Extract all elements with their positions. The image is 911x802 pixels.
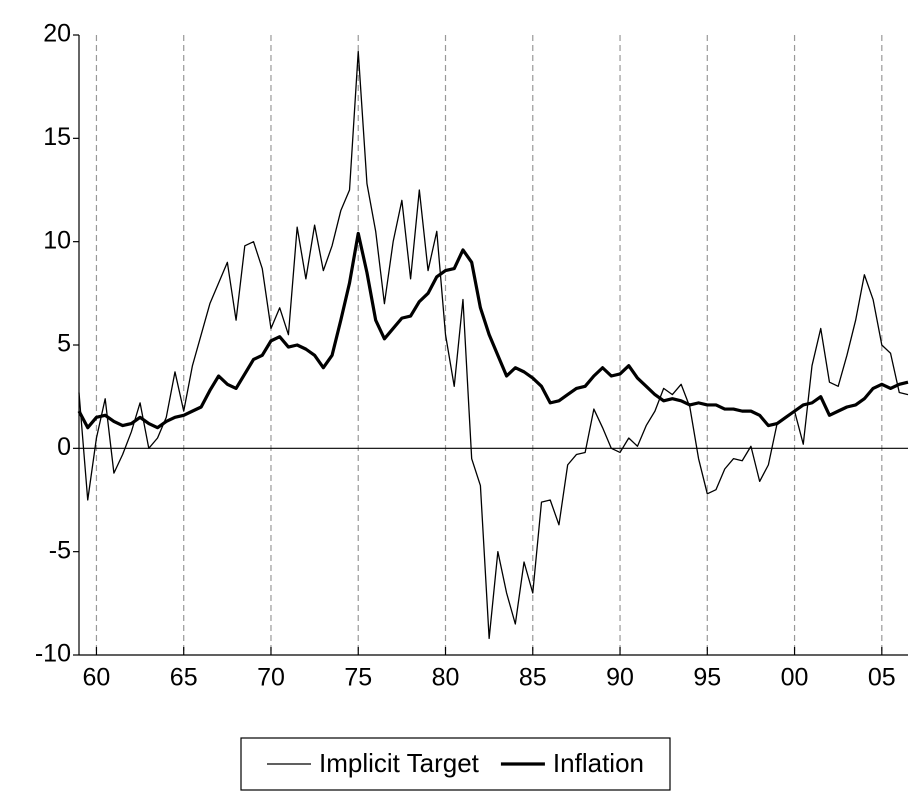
series-line xyxy=(77,231,909,430)
x-tick-label: 80 xyxy=(432,664,460,692)
x-tick-label: 95 xyxy=(693,664,721,692)
legend-label: Implicit Target xyxy=(319,748,480,778)
series-line xyxy=(78,50,909,640)
x-tick-label: 75 xyxy=(344,664,372,692)
legend: Implicit Target Inflation xyxy=(240,737,671,791)
y-tick-label: -10 xyxy=(35,640,71,668)
y-tick-label: 15 xyxy=(43,123,71,151)
x-tick-label: 05 xyxy=(868,664,896,692)
y-tick-label: 5 xyxy=(57,330,71,358)
legend-label: Inflation xyxy=(553,748,644,778)
y-tick-label: 0 xyxy=(57,433,71,461)
x-tick-label: 00 xyxy=(781,664,809,692)
x-tick-label: 65 xyxy=(170,664,198,692)
x-tick-label: 85 xyxy=(519,664,547,692)
x-tick-label: 60 xyxy=(83,664,111,692)
y-tick-label: -5 xyxy=(49,536,71,564)
y-tick-label: 20 xyxy=(43,20,71,48)
legend-box xyxy=(240,737,671,791)
y-tick-label: 10 xyxy=(43,226,71,254)
x-tick-label: 90 xyxy=(606,664,634,692)
x-tick-label: 70 xyxy=(257,664,285,692)
